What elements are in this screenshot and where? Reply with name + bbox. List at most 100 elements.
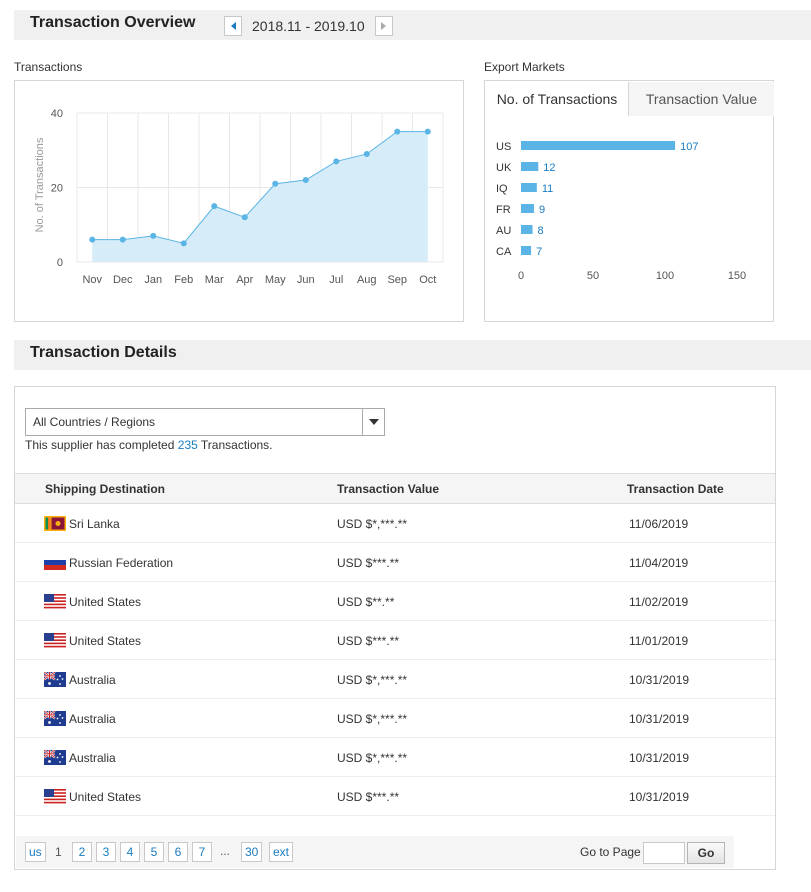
value-cell: USD $*,***.**	[337, 712, 408, 726]
bar	[521, 162, 539, 171]
value-cell: USD $***.**	[337, 790, 400, 804]
y-tick-label: 40	[51, 108, 63, 120]
table-row: United States USD $**.** 11/02/2019	[15, 582, 775, 621]
pagination: us 1 2 3 4 5 6 7 ... 30 ext Go to Page G…	[16, 836, 734, 868]
page-button-6[interactable]: 6	[168, 842, 188, 862]
x-tick-label: Jan	[144, 274, 162, 286]
col-transaction-value[interactable]: Transaction Value	[337, 482, 440, 496]
bar	[521, 225, 533, 234]
x-tick-label: 0	[518, 270, 524, 282]
australia-flag-icon	[44, 672, 66, 687]
destination-cell: United States	[69, 595, 142, 609]
sri-lanka-flag-icon	[44, 516, 66, 531]
x-tick-label: 50	[587, 270, 599, 282]
bar-value-label: 8	[538, 225, 544, 237]
transaction-count: 235	[177, 438, 198, 452]
australia-flag-icon	[44, 711, 66, 726]
next-page-button[interactable]: ext	[269, 842, 294, 862]
transactions-chart-panel: No. of Transactions 0 20 40 Nov Dec Jan Feb Mar…	[14, 80, 464, 322]
tab-no-of-transactions[interactable]: No. of Transactions	[486, 82, 629, 116]
bar-value-label: 12	[543, 162, 555, 174]
go-to-page-label: Go to Page	[580, 845, 641, 859]
prev-period-button[interactable]	[224, 16, 242, 36]
australia-flag-icon	[44, 750, 66, 765]
destination-cell: Australia	[69, 712, 116, 726]
table-row: Sri Lanka USD $*,***.** 11/06/2019	[15, 504, 775, 543]
date-cell: 10/31/2019	[629, 751, 690, 765]
destination-cell: United States	[69, 790, 142, 804]
bar-value-label: 107	[680, 141, 698, 153]
y-tick-label: 20	[51, 183, 63, 195]
page-button-2[interactable]: 2	[72, 842, 92, 862]
destination-cell: United States	[69, 634, 142, 648]
col-shipping-destination[interactable]: Shipping Destination	[45, 482, 165, 496]
data-point	[150, 232, 157, 239]
prev-page-button[interactable]: us	[25, 842, 46, 862]
data-point	[89, 236, 96, 243]
page-button-7[interactable]: 7	[192, 842, 212, 862]
table-row: United States USD $***.** 10/31/2019	[15, 777, 775, 816]
export-markets-chart: US 107 UK 12 IQ 11 FR 9 AU 8 CA 70 50 100 150	[496, 141, 746, 282]
transaction-details-box: All Countries / Regions This supplier ha…	[14, 386, 776, 870]
go-button[interactable]: Go	[687, 842, 725, 864]
x-tick-label: Nov	[82, 274, 102, 286]
go-to-page-input[interactable]	[643, 842, 685, 864]
bar	[521, 183, 537, 192]
usa-flag-icon	[44, 789, 66, 804]
table-row: Australia USD $*,***.** 10/31/2019	[15, 738, 775, 777]
country-filter-select[interactable]: All Countries / Regions	[25, 408, 385, 436]
category-label: IQ	[496, 183, 508, 195]
page-button-30[interactable]: 30	[241, 842, 263, 862]
series-line	[92, 131, 428, 244]
data-point	[272, 180, 279, 187]
date-cell: 10/31/2019	[629, 712, 690, 726]
x-tick-label: Apr	[236, 274, 253, 286]
x-tick-label: Mar	[205, 274, 224, 286]
tab-transaction-value[interactable]: Transaction Value	[629, 82, 774, 116]
category-label: US	[496, 141, 511, 153]
chevron-right-icon	[381, 22, 387, 30]
x-tick-label: Jun	[297, 274, 315, 286]
bar	[521, 141, 676, 150]
current-page: 1	[55, 845, 62, 859]
summary-text-end: Transactions.	[200, 438, 273, 452]
dropdown-button[interactable]	[362, 409, 384, 435]
col-transaction-date[interactable]: Transaction Date	[627, 482, 724, 496]
date-cell: 11/01/2019	[629, 634, 689, 648]
value-cell: USD $*,***.**	[337, 673, 408, 687]
data-point	[333, 158, 340, 165]
date-cell: 11/06/2019	[629, 517, 689, 531]
data-point	[424, 128, 431, 135]
date-cell: 10/31/2019	[629, 673, 690, 687]
page-button-4[interactable]: 4	[120, 842, 140, 862]
bar-value-label: 7	[536, 246, 542, 258]
x-tick-label: Oct	[419, 274, 436, 286]
x-tick-label: Jul	[329, 274, 343, 286]
table-row: Australia USD $*,***.** 10/31/2019	[15, 699, 775, 738]
bar-value-label: 9	[539, 204, 545, 216]
date-range-nav: 2018.11 - 2019.10	[224, 16, 393, 36]
y-axis-label: No. of Transactions	[34, 137, 46, 232]
table-header: Shipping Destination Transaction Value T…	[15, 473, 775, 504]
next-period-button[interactable]	[374, 16, 393, 36]
details-title: Transaction Details	[30, 344, 177, 361]
y-tick-label: 0	[57, 257, 63, 269]
page-button-5[interactable]: 5	[144, 842, 164, 862]
category-label: FR	[496, 204, 511, 216]
x-tick-label: Feb	[174, 274, 193, 286]
usa-flag-icon	[44, 633, 66, 648]
x-tick-label: 150	[728, 270, 746, 282]
transactions-label: Transactions	[14, 60, 83, 74]
category-label: CA	[496, 246, 512, 258]
area-fill	[92, 131, 428, 262]
transaction-summary: This supplier has completed 235 Transact…	[25, 438, 273, 452]
x-tick-label: 100	[656, 270, 674, 282]
date-cell: 11/04/2019	[629, 556, 689, 570]
page-ellipsis: ...	[220, 844, 231, 858]
table-row: Australia USD $*,***.** 10/31/2019	[15, 660, 775, 699]
page-button-3[interactable]: 3	[96, 842, 116, 862]
data-point	[363, 150, 370, 157]
overview-header: Transaction Overview 2018.11 - 2019.10	[14, 10, 811, 40]
data-point	[211, 203, 218, 210]
country-filter-value: All Countries / Regions	[33, 415, 156, 429]
